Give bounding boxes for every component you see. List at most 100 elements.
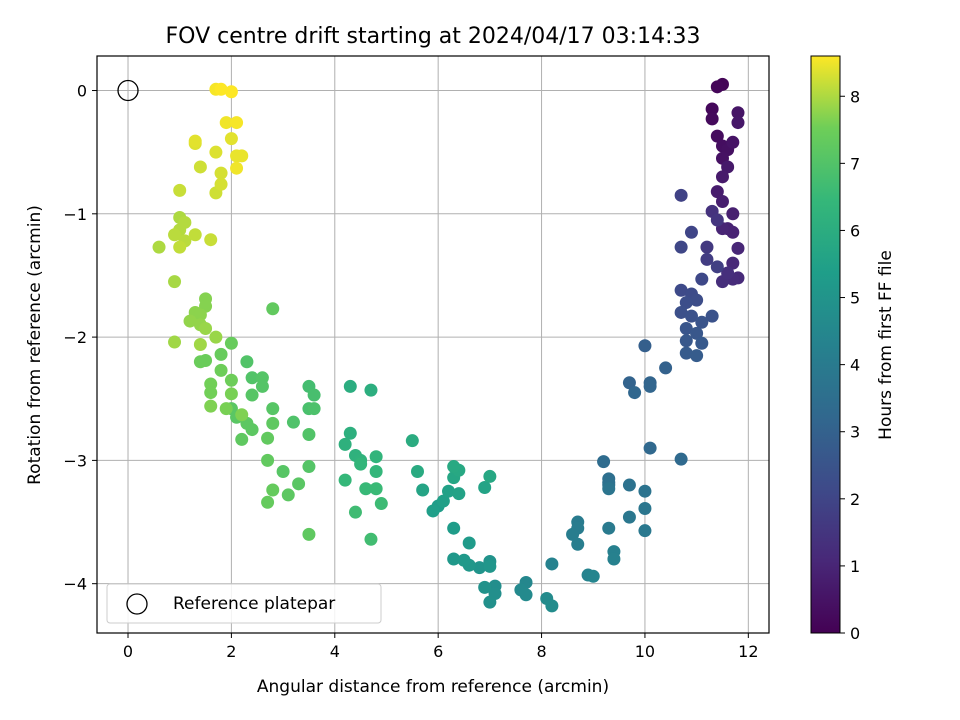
data-point [695, 315, 709, 329]
data-point [255, 379, 269, 393]
y-tick-label: −3 [63, 451, 87, 470]
data-point [193, 338, 207, 351]
data-point [602, 482, 616, 496]
data-point [302, 460, 316, 474]
data-point [224, 373, 238, 387]
data-point [705, 102, 719, 116]
data-point [343, 379, 357, 393]
data-point [705, 112, 719, 126]
data-point [348, 505, 362, 519]
data-point [343, 426, 357, 440]
data-point [173, 183, 187, 197]
data-point [235, 408, 249, 422]
data-point [659, 361, 673, 375]
data-point [447, 460, 461, 474]
colorbar-tick-label: 0 [850, 624, 860, 643]
data-point [369, 450, 383, 464]
data-point [483, 469, 497, 483]
data-point [519, 588, 533, 602]
data-point [188, 228, 202, 242]
data-point [338, 437, 352, 451]
data-point [240, 355, 254, 369]
data-point [193, 308, 207, 322]
data-point [700, 240, 714, 254]
data-point [183, 314, 197, 328]
data-point [204, 386, 218, 400]
data-point [628, 386, 642, 400]
data-point [168, 275, 182, 289]
data-point [230, 161, 244, 175]
colorbar-tick-label: 4 [850, 356, 860, 375]
data-point [478, 481, 492, 495]
data-point [214, 82, 228, 96]
data-point [643, 379, 657, 393]
x-tick-label: 12 [738, 642, 758, 661]
data-point [307, 388, 321, 402]
data-point [478, 580, 492, 594]
legend: Reference platepar [106, 583, 382, 624]
data-point [364, 532, 378, 546]
data-point [426, 504, 440, 518]
data-point [224, 336, 238, 350]
data-point [204, 233, 218, 247]
data-point [266, 302, 280, 316]
data-point [261, 431, 275, 445]
data-point [266, 402, 280, 416]
data-point [566, 527, 580, 541]
data-point [447, 521, 461, 535]
data-point [214, 177, 228, 191]
data-point [261, 453, 275, 467]
colorbar-tick-label: 3 [850, 423, 860, 442]
colorbar-gradient [810, 55, 841, 634]
data-point [374, 497, 388, 511]
data-point [442, 484, 456, 498]
x-tick-label: 0 [123, 642, 133, 661]
data-point [674, 240, 688, 254]
data-point [302, 527, 316, 541]
colorbar-tick-label: 7 [850, 154, 860, 173]
data-point [483, 559, 497, 573]
data-point [674, 452, 688, 466]
data-point [679, 296, 693, 310]
data-point [607, 552, 621, 566]
data-point [266, 416, 280, 430]
data-point [168, 228, 182, 242]
data-point [235, 432, 249, 446]
legend-label: Reference platepar [173, 594, 335, 614]
data-point [359, 482, 373, 496]
x-axis-ticks: 0 2 4 6 8 10 12 [123, 633, 759, 661]
data-point [674, 305, 688, 319]
data-point [266, 483, 280, 497]
data-point [462, 536, 476, 550]
data-point [602, 521, 616, 535]
data-point [436, 494, 450, 508]
chart-title: FOV centre drift starting at 2024/04/17 … [166, 24, 701, 49]
data-point [209, 330, 223, 344]
data-point [193, 160, 207, 174]
colorbar-ticks: 0 1 2 3 4 5 6 7 8 [840, 87, 860, 643]
data-point [199, 321, 213, 335]
data-point [695, 272, 709, 286]
y-axis-ticks: 0 −1 −2 −3 −4 [63, 82, 97, 594]
data-point [473, 561, 487, 575]
x-tick-label: 6 [433, 642, 443, 661]
data-point [354, 457, 368, 471]
legend-box [106, 583, 382, 624]
data-point [690, 349, 704, 363]
data-point [214, 347, 228, 361]
data-point [364, 383, 378, 397]
data-point [281, 488, 295, 502]
y-tick-label: −1 [63, 205, 87, 224]
data-point [286, 415, 300, 429]
data-point [715, 194, 729, 208]
data-point [168, 335, 182, 349]
data-point [721, 160, 735, 174]
data-point [416, 483, 430, 497]
colorbar-label: Hours from first FF file [876, 250, 896, 440]
data-point [721, 266, 735, 280]
data-point [710, 129, 724, 143]
data-point [214, 363, 228, 377]
data-point [715, 170, 729, 184]
data-point [545, 557, 559, 571]
data-point [674, 283, 688, 297]
